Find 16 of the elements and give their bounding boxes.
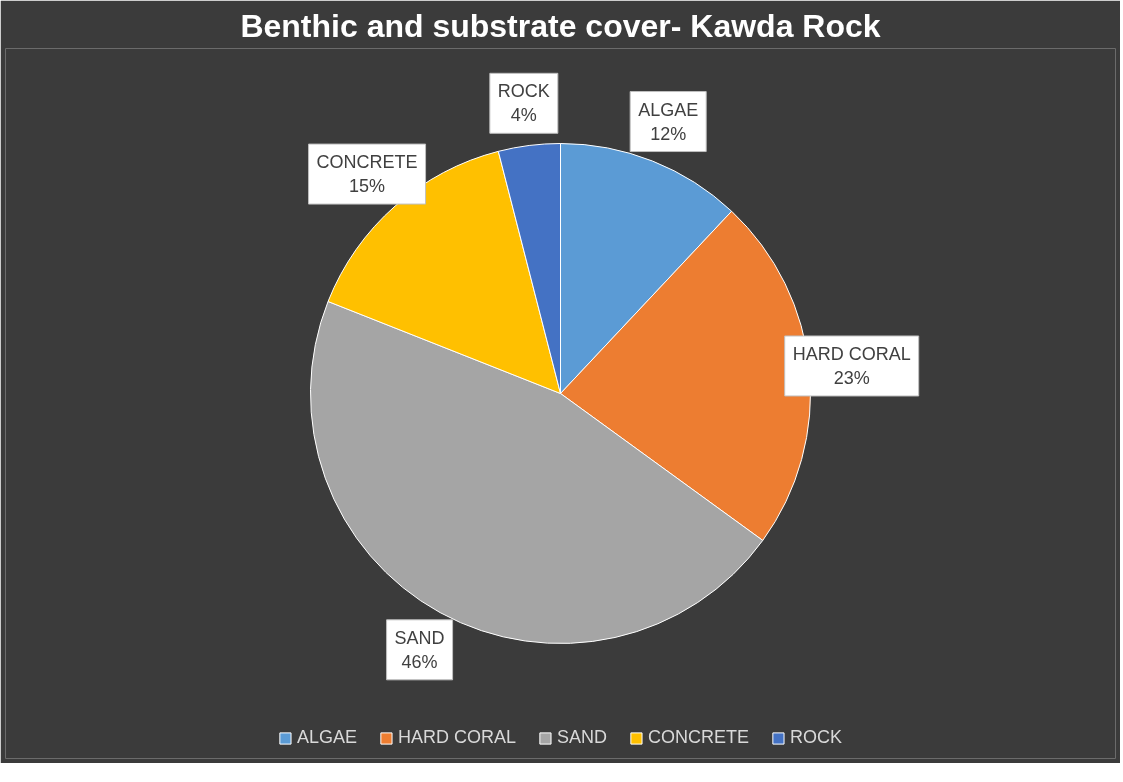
slice-label: HARD CORAL <box>792 343 911 364</box>
slice-label: CONCRETE <box>316 152 418 173</box>
legend-label: ROCK <box>790 727 843 748</box>
slice-label: ROCK <box>497 81 550 102</box>
data-label: 46% <box>401 651 438 672</box>
data-label: 4% <box>510 105 537 126</box>
legend-label: ALGAE <box>296 727 357 748</box>
slice-label: SAND <box>394 627 445 648</box>
legend-label: CONCRETE <box>648 727 750 748</box>
chart-title: Benthic and substrate cover- Kawda Rock <box>240 7 881 44</box>
data-label: 15% <box>349 176 386 197</box>
legend-label: HARD CORAL <box>397 727 517 748</box>
slice-label: ALGAE <box>638 99 699 120</box>
data-label: 12% <box>650 123 687 144</box>
legend-label: SAND <box>557 727 608 748</box>
data-label: 23% <box>833 367 870 388</box>
